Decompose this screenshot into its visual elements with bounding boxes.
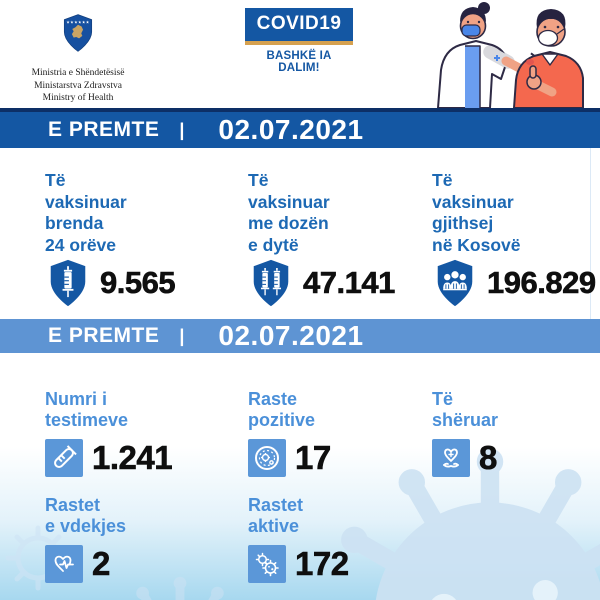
stat-label: Të vaksinuar gjithsej në Kosovë: [432, 170, 521, 255]
shield-two-syringes-icon: [253, 259, 289, 307]
banner-separator: |: [179, 119, 185, 140]
shield-people-icon: [437, 259, 473, 307]
date-banner-vaccination: E PREMTE | 02.07.2021: [0, 112, 600, 148]
banner-day: E PREMTE: [48, 324, 160, 347]
vaccination-illustration: [437, 2, 584, 108]
stat-label: Rastet aktive: [248, 495, 304, 536]
banner-date: 02.07.2021: [218, 114, 364, 145]
stat-value: 9.565: [100, 265, 176, 301]
covid-badge-title: COVID19: [245, 8, 353, 41]
stat-vaccinated-second-dose: Të vaksinuar me dozën e dytë: [248, 170, 423, 308]
stat-value: 17: [295, 439, 332, 477]
decorative-hairline: [590, 148, 591, 320]
stat-value: 172: [295, 545, 350, 583]
kosovo-emblem-icon: ★★★★★★: [63, 14, 93, 52]
stat-active-cases: Rastet aktive: [248, 495, 423, 583]
stat-value: 1.241: [92, 439, 173, 477]
covid-badge-slogan: BASHKË IA DALIM!: [266, 50, 332, 74]
stat-label: Rastet e vdekjes: [45, 495, 127, 536]
banner-day: E PREMTE: [48, 118, 160, 141]
navy-divider-strip: [0, 108, 600, 112]
stat-value: 47.141: [303, 265, 396, 301]
stat-value: 8: [479, 439, 498, 477]
stat-deaths: Rastet e vdekjes 2: [45, 495, 220, 583]
ministry-name: Ministria e Shëndetësisë Ministarstva Zd…: [31, 68, 125, 104]
ministry-logo-block: ★★★★★★ Ministria e Shëndetësisë Ministar…: [16, 10, 140, 105]
petri-dish-virus-icon: [248, 439, 286, 477]
stat-label: Të vaksinuar me dozën e dytë: [248, 170, 330, 255]
stat-recovered: Të shëruar 8: [432, 389, 600, 477]
stat-tests: Numri i testimeve 1.241: [45, 389, 220, 477]
heart-ecg-icon: [45, 545, 83, 583]
stat-label: Numri i testimeve: [45, 389, 129, 430]
virus-particles-icon: [248, 545, 286, 583]
stat-value: 2: [92, 545, 111, 583]
svg-text:★★★★★★: ★★★★★★: [66, 19, 90, 24]
stat-label: Të vaksinuar brenda 24 orëve: [45, 170, 127, 255]
banner-date: 02.07.2021: [218, 320, 364, 351]
stat-label: Raste pozitive: [248, 389, 316, 430]
stat-value: 196.829: [487, 265, 597, 301]
shield-syringe-icon: [50, 259, 86, 307]
stat-vaccinated-total: Të vaksinuar gjithsej në Kosovë: [432, 170, 600, 308]
heart-in-hands-icon: [432, 439, 470, 477]
covid-badge: COVID19 BASHKË IA DALIM!: [245, 8, 353, 74]
gold-divider: [245, 41, 353, 45]
banner-separator: |: [179, 325, 185, 346]
stat-positive-cases: Raste pozitive 17: [248, 389, 423, 477]
stat-vaccinated-24h: Të vaksinuar brenda 24 orëve 9.565: [45, 170, 220, 308]
test-tube-icon: [45, 439, 83, 477]
date-banner-cases: E PREMTE | 02.07.2021: [0, 319, 600, 353]
stat-label: Të shëruar: [432, 389, 499, 430]
